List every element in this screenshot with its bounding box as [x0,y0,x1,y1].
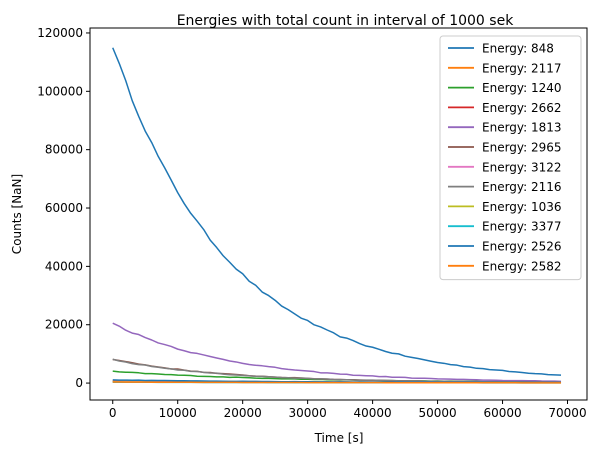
legend-box [439,35,582,281]
x-tick-label: 30000 [289,406,327,420]
legend-label: Energy: 2662 [482,101,562,115]
x-tick-label: 50000 [418,406,456,420]
legend-label: Energy: 1036 [482,200,562,214]
legend-label: Energy: 1813 [482,121,562,135]
legend-label: Energy: 1240 [482,81,562,95]
y-tick-label: 60000 [45,201,83,215]
x-tick-label: 0 [109,406,117,420]
legend-label: Energy: 3122 [482,160,562,174]
x-tick-label: 60000 [483,406,521,420]
x-tick-label: 70000 [548,406,586,420]
legend-label: Energy: 2117 [482,61,562,75]
legend: Energy: 848 Energy: 2117 Energy: 1240 Energ… [439,35,582,281]
series-line [112,47,562,376]
legend-label: Energy: 2582 [482,259,562,273]
axes-frame [89,27,588,401]
legend-label: Energy: 3377 [482,220,562,234]
series-line [112,381,562,384]
y-tick-label: 20000 [45,318,83,332]
y-tick-label: 100000 [37,84,83,98]
chart-title: Energies with total count in interval of… [177,13,515,29]
legend-label: Energy: 848 [482,42,554,56]
plot-area [112,47,562,384]
legend-label: Energy: 2965 [482,141,562,155]
y-axis: 0 20000 40000 60000 80000 100000 120000 [37,26,90,390]
x-tick-label: 10000 [159,406,197,420]
x-tick-label: 40000 [354,406,392,420]
y-tick-label: 40000 [45,259,83,273]
y-axis-label: Counts [NaN] [10,174,24,254]
x-axis: 0 10000 20000 30000 40000 50000 60000 70000 [109,400,587,420]
legend-label: Energy: 2526 [482,240,562,254]
y-tick-label: 80000 [45,143,83,157]
y-tick-label: 0 [75,376,83,390]
x-tick-label: 20000 [224,406,262,420]
y-tick-label: 120000 [37,26,83,40]
x-axis-label: Time [s] [314,431,364,445]
series-line [112,322,562,383]
legend-label: Energy: 2116 [482,180,562,194]
